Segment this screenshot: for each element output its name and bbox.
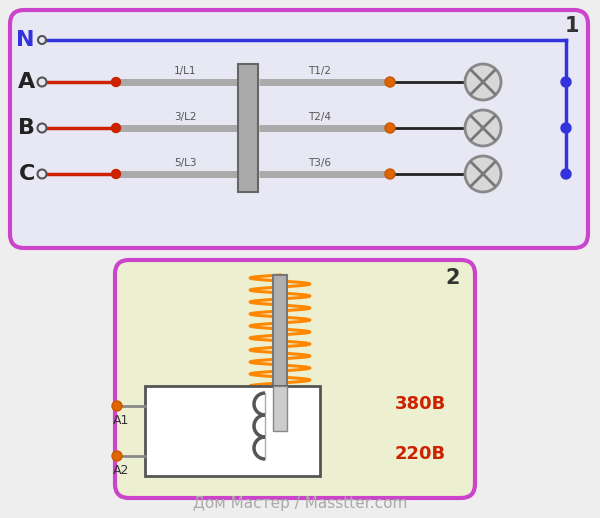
Circle shape	[465, 110, 501, 146]
FancyBboxPatch shape	[10, 10, 588, 248]
Circle shape	[112, 451, 122, 461]
Text: 3/L2: 3/L2	[174, 112, 196, 122]
Text: 380В: 380В	[394, 395, 446, 413]
Text: C: C	[19, 164, 35, 184]
Circle shape	[465, 156, 501, 192]
Circle shape	[112, 169, 121, 179]
Bar	[273, 275, 287, 431]
Text: 1/L1: 1/L1	[174, 66, 196, 76]
Bar	[238, 64, 258, 192]
Text: N: N	[17, 30, 35, 50]
Circle shape	[385, 169, 395, 179]
Text: Дом Мастер / Masstter.com: Дом Мастер / Masstter.com	[193, 496, 407, 511]
Circle shape	[465, 64, 501, 100]
Circle shape	[37, 123, 47, 133]
Circle shape	[561, 123, 571, 133]
Text: 5/L3: 5/L3	[174, 158, 196, 168]
Circle shape	[561, 169, 571, 179]
Circle shape	[385, 77, 395, 87]
Circle shape	[37, 78, 47, 87]
Text: T1/2: T1/2	[308, 66, 331, 76]
Text: A: A	[18, 72, 35, 92]
Text: 2: 2	[446, 268, 460, 288]
Text: A2: A2	[113, 464, 129, 477]
Circle shape	[112, 123, 121, 133]
Text: 1: 1	[565, 16, 579, 36]
Circle shape	[561, 77, 571, 87]
Bar	[145, 386, 320, 476]
Text: T3/6: T3/6	[308, 158, 331, 168]
Circle shape	[112, 401, 122, 411]
Circle shape	[385, 123, 395, 133]
Text: 220В: 220В	[394, 445, 446, 463]
Text: B: B	[18, 118, 35, 138]
Circle shape	[37, 169, 47, 179]
Bar	[273, 386, 287, 431]
FancyBboxPatch shape	[115, 260, 475, 498]
Text: A1: A1	[113, 414, 129, 427]
Circle shape	[38, 36, 46, 44]
Circle shape	[112, 78, 121, 87]
Text: T2/4: T2/4	[308, 112, 331, 122]
